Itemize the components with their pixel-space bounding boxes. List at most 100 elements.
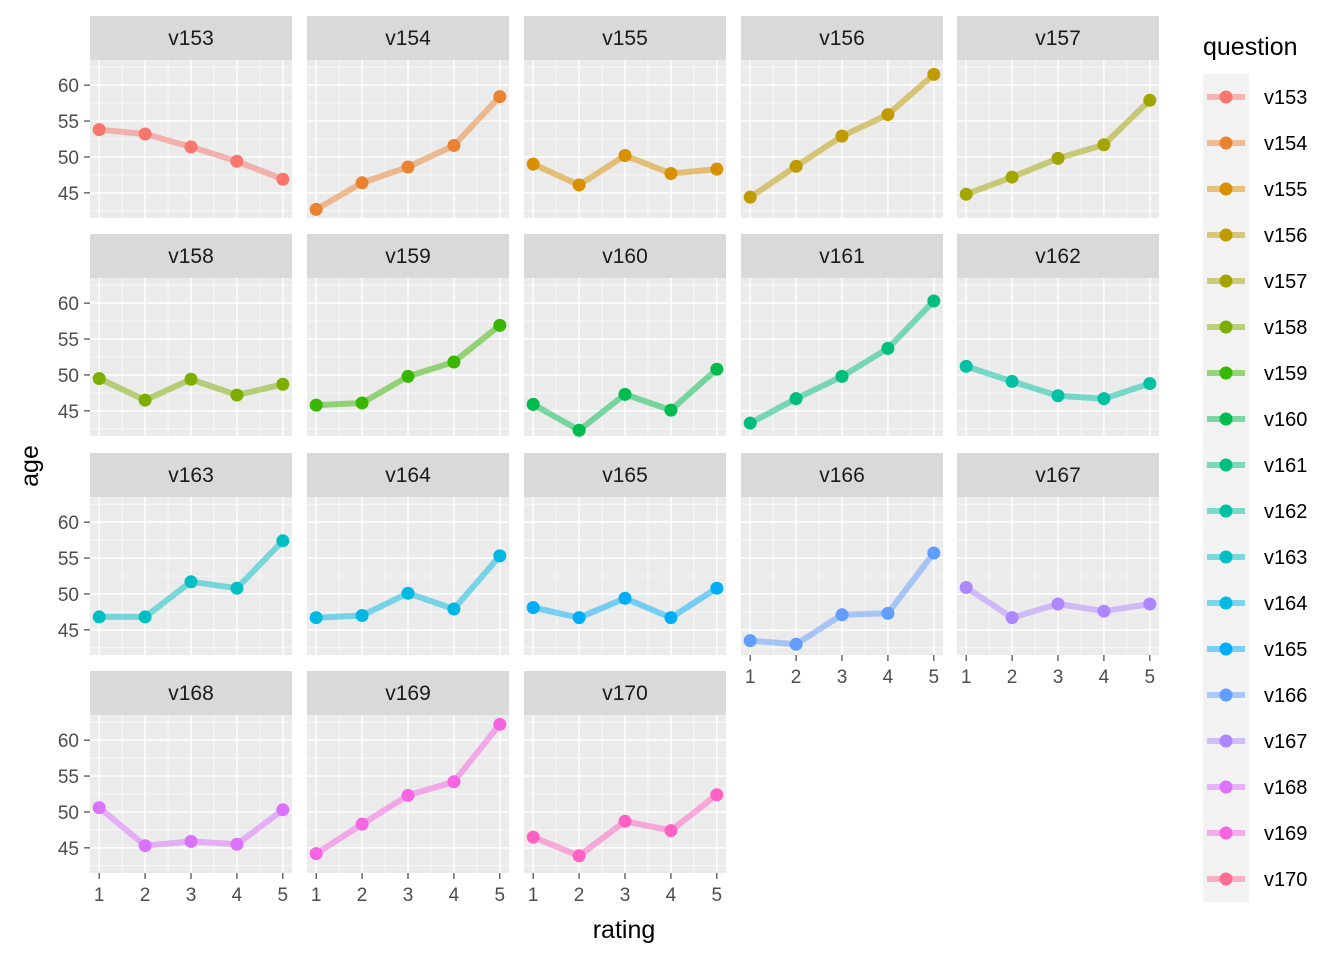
facet-strip-label: v159 bbox=[385, 245, 431, 268]
facet-panel-v170: v170 1 2 3 4 5 bbox=[524, 671, 726, 906]
data-point-v167-2 bbox=[1005, 611, 1019, 625]
data-point-v167-1 bbox=[959, 580, 973, 594]
legend-item-v167: v167 bbox=[1207, 731, 1307, 753]
x-tick-label: 1 bbox=[94, 885, 105, 906]
x-tick-label: 4 bbox=[883, 667, 894, 688]
legend-item-v160: v160 bbox=[1207, 409, 1307, 431]
legend-key-point bbox=[1219, 136, 1233, 150]
facet-panel-v155: v155 bbox=[524, 16, 726, 218]
data-point-v156-4 bbox=[881, 108, 895, 122]
y-tick-label: 45 bbox=[58, 839, 79, 860]
data-point-v167-5 bbox=[1143, 597, 1157, 611]
data-point-v156-3 bbox=[835, 129, 849, 143]
legend-item-v169: v169 bbox=[1207, 823, 1307, 845]
data-point-v157-4 bbox=[1097, 138, 1111, 152]
data-point-v165-3 bbox=[618, 591, 632, 605]
y-tick-label: 55 bbox=[58, 767, 79, 788]
data-point-v170-5 bbox=[710, 788, 724, 802]
data-point-v154-3 bbox=[401, 160, 415, 174]
legend-label: v163 bbox=[1264, 547, 1307, 569]
facet-strip-label: v158 bbox=[168, 245, 214, 268]
legend-key-point bbox=[1219, 458, 1233, 472]
legend-label: v169 bbox=[1264, 823, 1307, 845]
data-point-v163-3 bbox=[184, 575, 198, 589]
data-point-v162-4 bbox=[1097, 392, 1111, 406]
facet-panel-v162: v162 bbox=[957, 234, 1159, 436]
data-point-v156-5 bbox=[927, 67, 941, 81]
x-tick-label: 4 bbox=[1099, 667, 1110, 688]
data-point-v161-1 bbox=[743, 416, 757, 430]
data-point-v168-1 bbox=[92, 801, 106, 815]
data-point-v169-2 bbox=[355, 817, 369, 831]
data-point-v165-2 bbox=[572, 611, 586, 625]
legend-item-v166: v166 bbox=[1207, 685, 1307, 707]
facet-strip-label: v156 bbox=[819, 27, 865, 50]
data-point-v162-5 bbox=[1143, 377, 1157, 391]
legend-item-v154: v154 bbox=[1207, 133, 1307, 155]
facet-strip-label: v154 bbox=[385, 27, 431, 50]
facet-strip bbox=[90, 453, 292, 497]
facet-strip bbox=[524, 671, 726, 715]
data-point-v155-1 bbox=[526, 157, 540, 171]
legend-label: v155 bbox=[1264, 179, 1307, 201]
legend-key-point bbox=[1219, 366, 1233, 380]
x-tick-label: 4 bbox=[449, 885, 460, 906]
legend-item-v158: v158 bbox=[1207, 317, 1307, 339]
facet-strip bbox=[307, 453, 509, 497]
legend-key-point bbox=[1219, 412, 1233, 426]
x-tick-label: 4 bbox=[666, 885, 677, 906]
data-point-v167-3 bbox=[1051, 597, 1065, 611]
legend-label: v161 bbox=[1264, 455, 1307, 477]
y-tick-label: 55 bbox=[58, 549, 79, 570]
data-point-v164-3 bbox=[401, 586, 415, 600]
legend-item-v170: v170 bbox=[1207, 869, 1307, 891]
x-tick-label: 2 bbox=[791, 667, 802, 688]
legend-label: v167 bbox=[1264, 731, 1307, 753]
data-point-v166-4 bbox=[881, 606, 895, 620]
facet-strip bbox=[524, 453, 726, 497]
data-point-v158-2 bbox=[138, 393, 152, 407]
legend-key-point bbox=[1219, 182, 1233, 196]
data-point-v161-5 bbox=[927, 294, 941, 308]
facet-strip bbox=[957, 16, 1159, 60]
x-axis-title: rating bbox=[593, 916, 656, 944]
legend-item-v163: v163 bbox=[1207, 547, 1307, 569]
legend-key-point bbox=[1219, 504, 1233, 518]
data-point-v158-5 bbox=[276, 377, 290, 391]
facet-strip-label: v166 bbox=[819, 464, 865, 487]
legend-label: v162 bbox=[1264, 501, 1307, 523]
facet-panel-v161: v161 bbox=[741, 234, 943, 436]
facet-panel-v153: v153 45 50 55 60 bbox=[58, 16, 292, 218]
legend-label: v168 bbox=[1264, 777, 1307, 799]
data-point-v168-2 bbox=[138, 839, 152, 853]
legend-label: v157 bbox=[1264, 271, 1307, 293]
facet-strip-label: v168 bbox=[168, 682, 214, 705]
x-tick-label: 5 bbox=[495, 885, 506, 906]
x-tick-label: 2 bbox=[1007, 667, 1018, 688]
facet-strip-label: v153 bbox=[168, 27, 214, 50]
data-point-v159-2 bbox=[355, 396, 369, 410]
facet-strip bbox=[307, 671, 509, 715]
legend-label: v160 bbox=[1264, 409, 1307, 431]
legend-label: v153 bbox=[1264, 87, 1307, 109]
data-point-v156-2 bbox=[789, 159, 803, 173]
data-point-v166-3 bbox=[835, 608, 849, 622]
data-point-v159-3 bbox=[401, 369, 415, 383]
facet-strip bbox=[307, 16, 509, 60]
data-point-v153-3 bbox=[184, 140, 198, 154]
y-tick-label: 50 bbox=[58, 585, 79, 606]
x-tick-label: 4 bbox=[232, 885, 243, 906]
data-point-v169-4 bbox=[447, 775, 461, 789]
legend-label: v170 bbox=[1264, 869, 1307, 891]
x-tick-label: 1 bbox=[745, 667, 756, 688]
y-tick-label: 50 bbox=[58, 803, 79, 824]
data-point-v159-5 bbox=[493, 318, 507, 332]
y-tick-label: 55 bbox=[58, 330, 79, 351]
legend-label: v164 bbox=[1264, 593, 1307, 615]
legend-key-point bbox=[1219, 642, 1233, 656]
facet-strip bbox=[741, 453, 943, 497]
x-tick-label: 5 bbox=[1145, 667, 1156, 688]
data-point-v157-3 bbox=[1051, 151, 1065, 165]
